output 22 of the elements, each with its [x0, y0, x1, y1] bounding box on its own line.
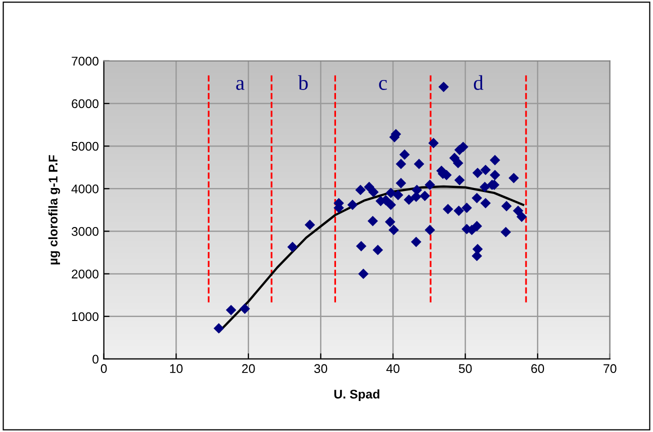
y-tick-label: 6000 — [72, 99, 98, 108]
x-tick-label: 50 — [458, 364, 472, 374]
y-tick-label: 0 — [92, 354, 98, 364]
annotation: b — [298, 75, 308, 90]
y-tick-label: 3000 — [72, 227, 98, 236]
annotation: d — [474, 75, 484, 90]
x-tick-label: 70 — [604, 364, 616, 374]
y-tick-label: 1000 — [72, 312, 98, 322]
y-tick-label: 4000 — [71, 184, 98, 194]
x-tick-label: 0 — [100, 364, 107, 374]
x-tick-label: 30 — [314, 364, 328, 374]
y-tick-label: 7000 — [72, 56, 98, 66]
y-tick-label: 5000 — [72, 142, 98, 151]
y-axis-title: µg clorofila g-1 P.F — [48, 155, 60, 264]
x-tick-label: 20 — [242, 364, 255, 374]
x-tick-label: 60 — [531, 364, 544, 374]
x-tick-label: 10 — [170, 364, 183, 374]
annotation: a — [236, 80, 244, 90]
annotation: c — [379, 80, 387, 90]
x-tick-label: 40 — [386, 364, 400, 374]
y-tick-label: 2000 — [72, 270, 98, 278]
x-axis-title: U. Spad — [334, 389, 380, 402]
